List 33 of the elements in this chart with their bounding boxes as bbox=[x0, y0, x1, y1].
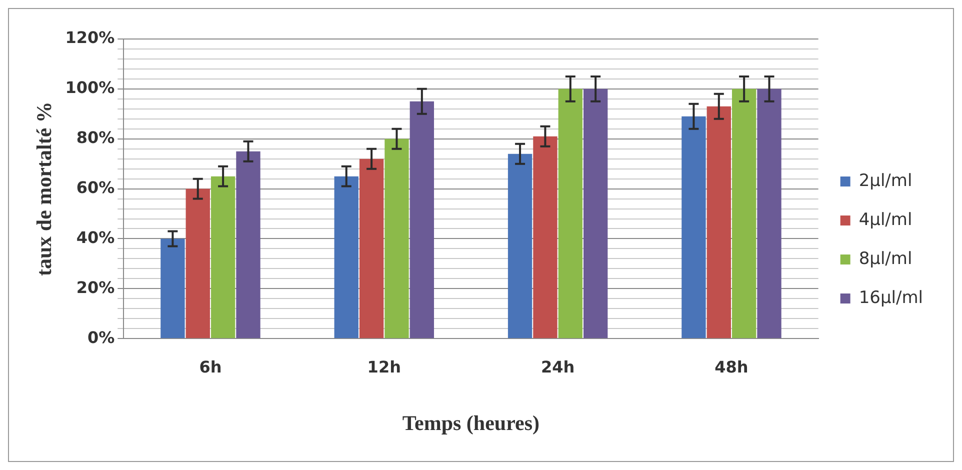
y-axis-title: taux de mortalté % bbox=[32, 102, 56, 276]
x-tick-label: 12h bbox=[367, 357, 401, 376]
x-tick-label: 24h bbox=[540, 357, 575, 376]
legend-label: 16µl/ml bbox=[858, 288, 924, 308]
y-tick-label: 20% bbox=[76, 278, 115, 297]
legend-label: 4µl/ml bbox=[858, 210, 912, 230]
y-tick-label: 40% bbox=[76, 228, 115, 247]
y-tick-label: 0% bbox=[87, 328, 115, 347]
x-tick-label: 48h bbox=[714, 357, 748, 376]
bar bbox=[359, 158, 384, 338]
y-tick-label: 60% bbox=[76, 178, 115, 197]
bar bbox=[583, 88, 608, 338]
x-axis-title: Temps (heures) bbox=[402, 410, 540, 435]
bar bbox=[682, 116, 706, 338]
x-tick-label: 6h bbox=[199, 357, 222, 376]
legend-label: 2µl/ml bbox=[858, 170, 912, 191]
bar bbox=[210, 176, 236, 338]
bar bbox=[732, 88, 756, 338]
bar bbox=[410, 101, 434, 338]
y-tick-label: 100% bbox=[65, 78, 115, 98]
bar bbox=[186, 188, 210, 338]
bar bbox=[160, 238, 185, 338]
y-tick-label: 120% bbox=[65, 28, 115, 48]
legend-label: 8µl/ml bbox=[858, 248, 912, 269]
y-tick-label: 80% bbox=[76, 128, 115, 148]
bar bbox=[706, 106, 731, 338]
bar bbox=[757, 88, 782, 338]
bar bbox=[533, 136, 558, 338]
bar bbox=[334, 176, 358, 338]
bar bbox=[384, 138, 409, 338]
bar bbox=[558, 88, 582, 338]
bar bbox=[236, 151, 260, 338]
bar bbox=[508, 154, 532, 338]
